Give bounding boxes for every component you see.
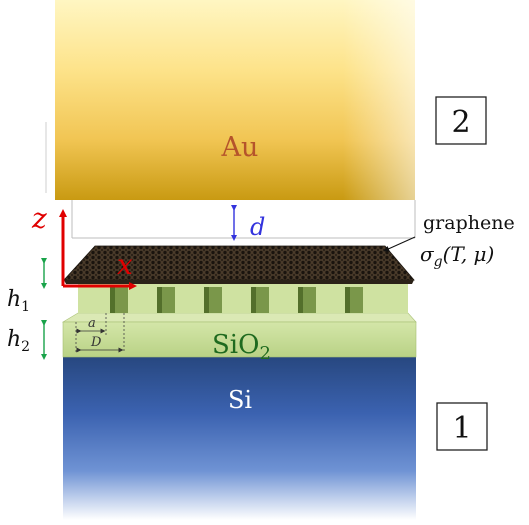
- oxide-label-sub: 2: [259, 343, 270, 364]
- x-axis-label: x: [117, 248, 133, 281]
- a-label: a: [88, 316, 96, 331]
- oxide-label: SiO2: [212, 330, 271, 364]
- h1-main: h: [7, 287, 21, 312]
- panel-box-2: 2: [435, 96, 487, 145]
- gap-label: d: [250, 213, 265, 241]
- panel-number-1: 1: [452, 411, 471, 446]
- panel-box-1: 1: [436, 402, 488, 451]
- gold-label: Au: [221, 132, 259, 163]
- sigma-subscript: g: [434, 254, 443, 270]
- h1-sub: 1: [21, 299, 30, 315]
- graphene-pointer: [383, 236, 416, 252]
- sigma-label: σg(T, μ): [420, 242, 494, 270]
- z-axis-label: z: [31, 202, 47, 235]
- period-annotation: [75, 313, 125, 353]
- h1-label: h1: [7, 287, 30, 315]
- gold-block: [45, 0, 416, 239]
- coordinate-axes: [59, 209, 137, 290]
- h2-label: h2: [7, 327, 30, 355]
- silicon-substrate: [63, 356, 416, 520]
- sigma-arguments: (T, μ): [443, 242, 495, 266]
- h2-main: h: [7, 327, 21, 352]
- sigma-symbol: σ: [420, 242, 435, 266]
- graphene-label: graphene: [423, 212, 515, 234]
- panel-number-2: 2: [451, 105, 470, 140]
- oxide-label-main: SiO: [212, 330, 259, 360]
- silicon-label: Si: [228, 386, 252, 414]
- graphene-sheet: [63, 245, 415, 284]
- h2-sub: 2: [21, 339, 30, 355]
- D-label: D: [90, 335, 102, 350]
